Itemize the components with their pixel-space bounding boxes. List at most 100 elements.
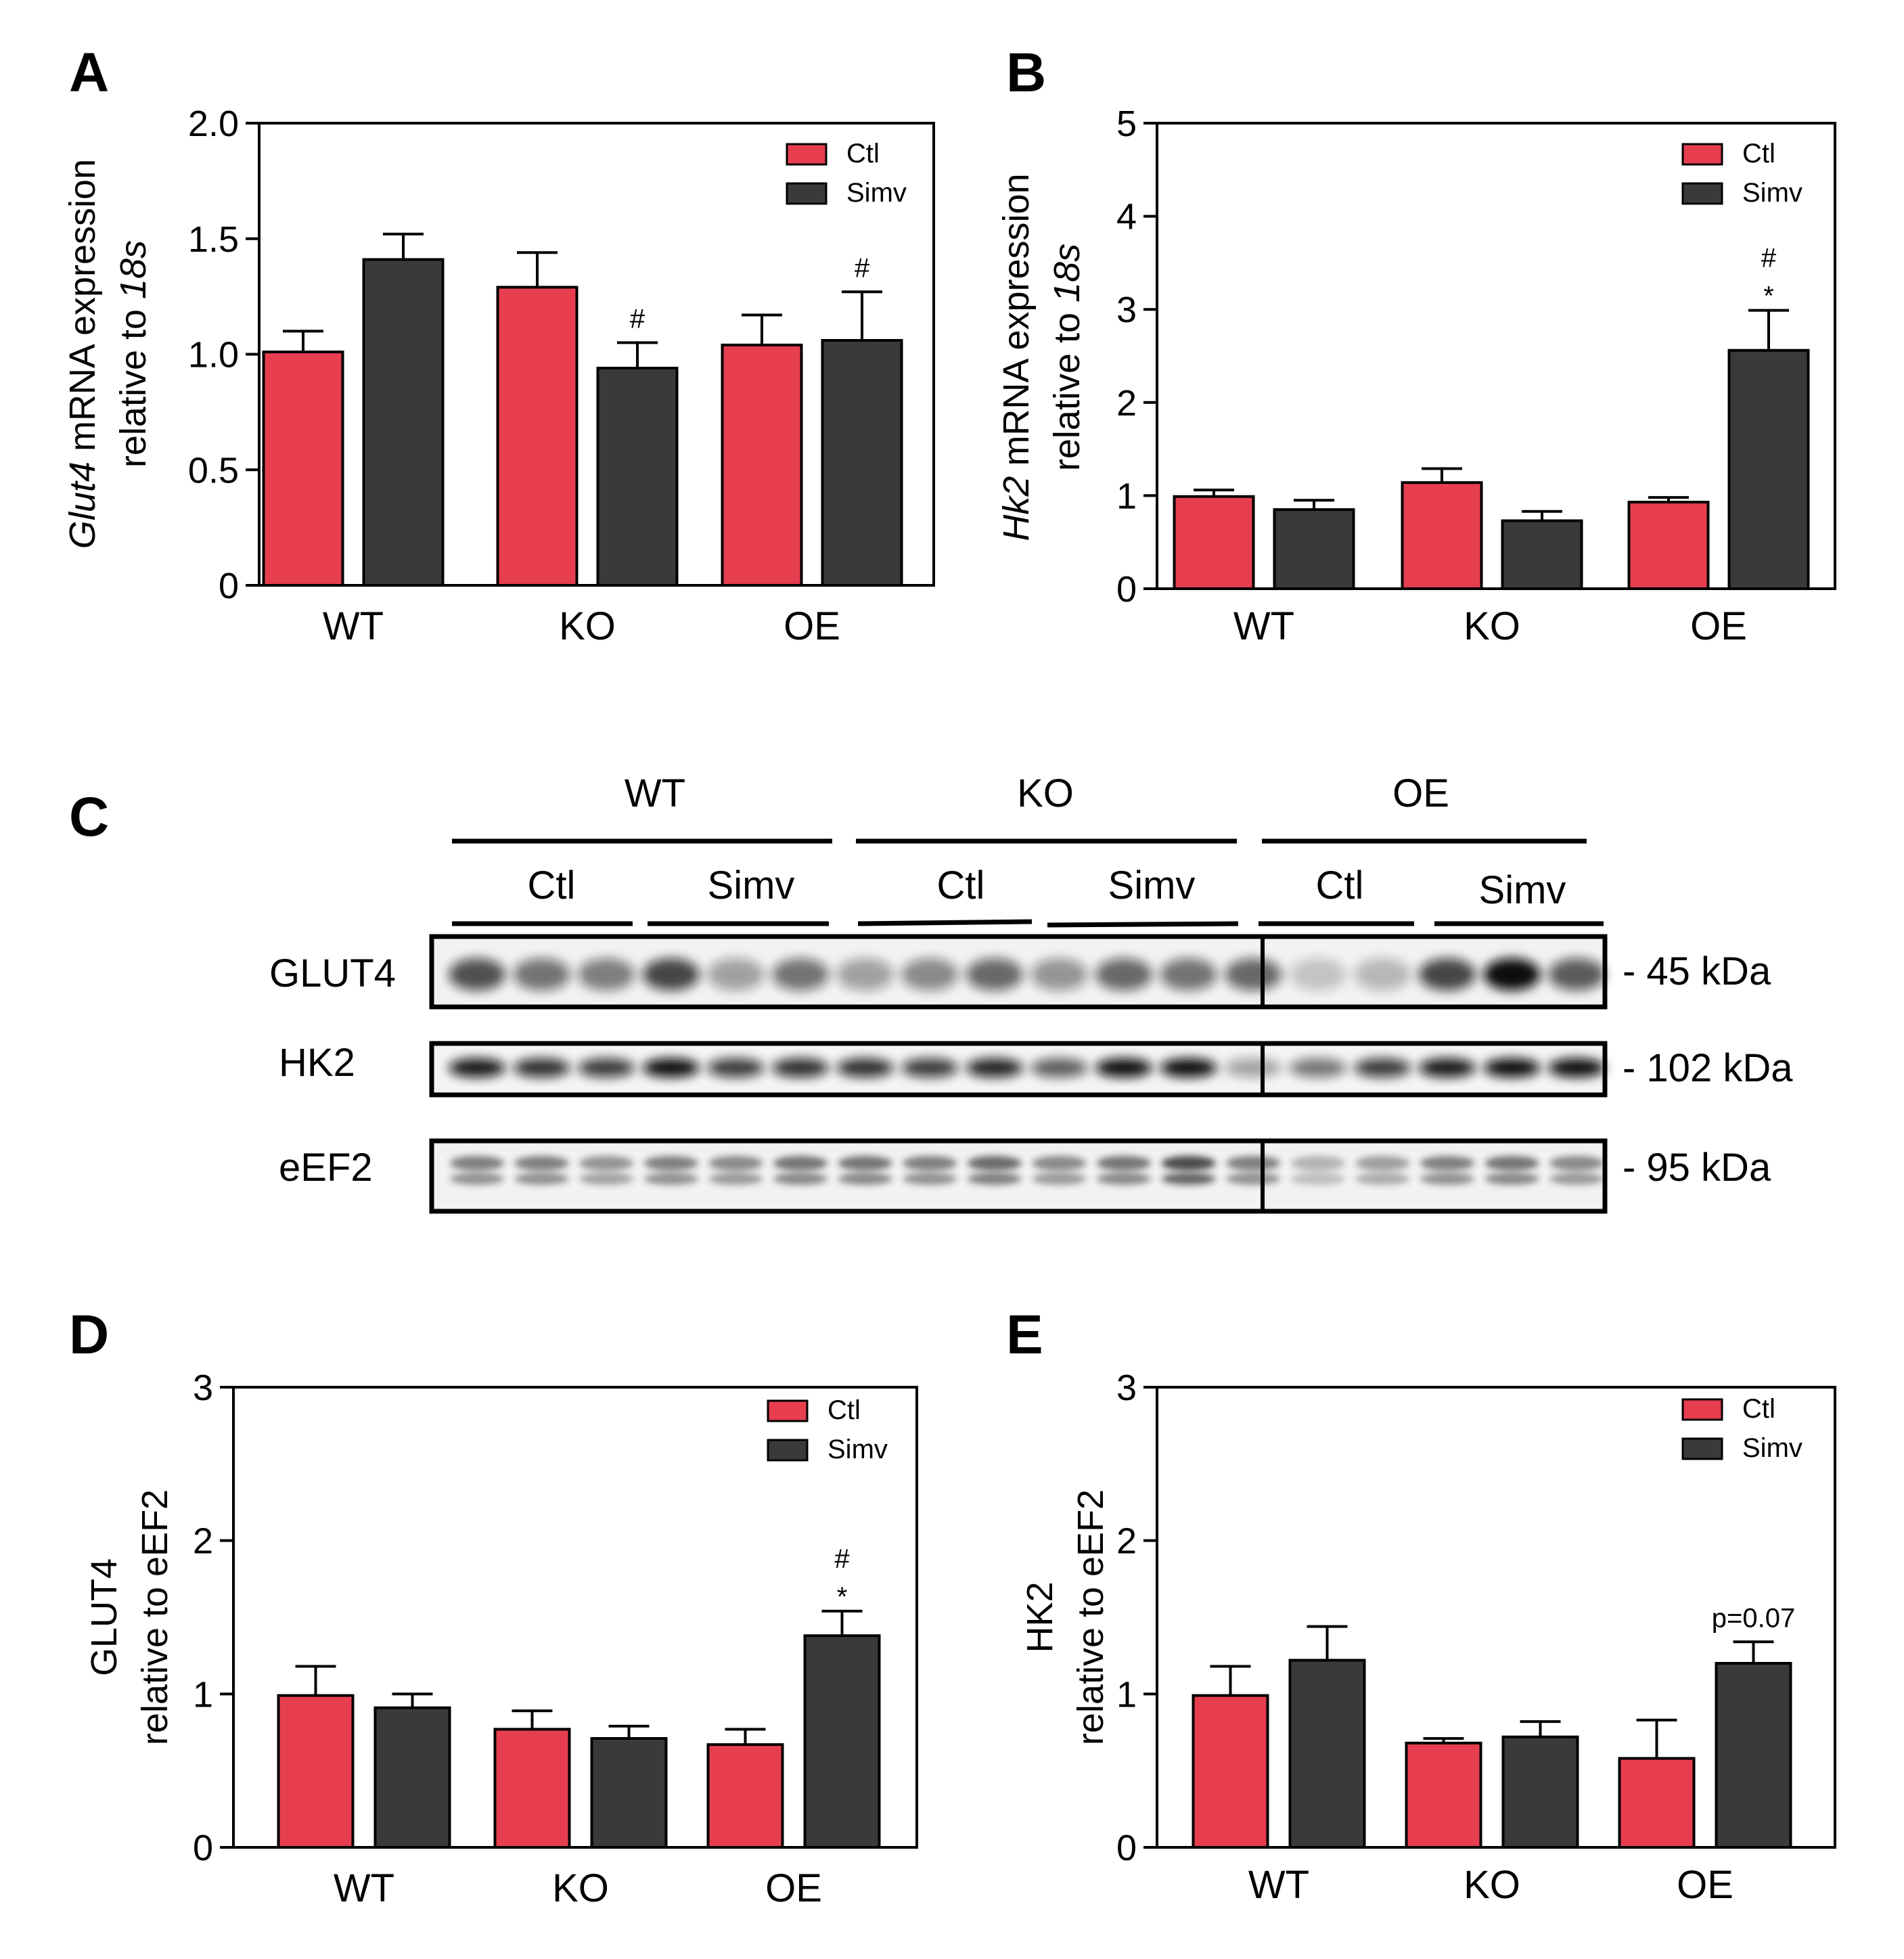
blot-band [1095,1058,1152,1077]
blot-frame [429,934,1608,1010]
legend-swatch-simv [786,182,828,205]
chart-panel-d: 0 1 2 3 GLUT4 relative to eEF2 WT KO OE # * Ctl Simv [84,1368,918,1910]
significance-annotation: p=0.07 [1712,1603,1795,1633]
significance-annotation: # [630,304,645,334]
blot-band [513,958,570,991]
blot-band [1095,958,1152,991]
bar-simv-wt [1288,1659,1366,1849]
bar-simv-ko [1501,519,1583,590]
y-tick-label: 3 [1116,290,1137,330]
blot-band [1097,1173,1151,1185]
x-category-label: KO [559,604,616,648]
blot-band [903,1173,957,1185]
y-tick-label: 5 [1116,104,1137,144]
blot-band [707,958,765,991]
legend-swatch-simv [1681,1437,1723,1460]
x-category-label: KO [1464,1863,1520,1907]
blot-band [772,958,829,991]
legend-label-simv: Simv [1742,1433,1803,1463]
legend-label-ctl: Ctl [1742,139,1775,168]
blot-treatment-line [857,919,1033,926]
y-axis-label-line1: Glut4 mRNA expression [62,159,103,549]
significance-annotation: * [1763,282,1774,311]
blot-strip-hk2 [429,1041,1608,1098]
blot-treatment-label: Simv [708,863,795,907]
y-axis-label-line2: relative to eEF2 [1070,1489,1111,1745]
x-category-label: OE [1690,604,1747,648]
bar-simv-ko [1501,1735,1579,1849]
blot-band [1548,958,1606,991]
blot-band [579,1173,634,1185]
x-category-label: OE [765,1866,822,1910]
plot-frame [1156,122,1836,590]
blot-band [967,1173,1022,1185]
blot-band [1030,958,1088,991]
y-tick-label: 2 [1116,383,1137,424]
blot-row-label-eef2: eEF2 [279,1146,373,1190]
blot-band [514,1173,569,1185]
y-tick-label: 0 [1116,1828,1137,1868]
blot-band [707,1058,765,1077]
bar-ctl-oe [706,1743,784,1849]
blot-band [1419,958,1476,991]
y-axis-label-line2: relative to 18s [1047,244,1087,471]
blot-band [1420,1173,1474,1185]
chart-panel-b: 0 1 2 3 4 5 Hk2 mRNA expression relative to 18s… [996,104,1836,648]
blot-band [1290,1156,1345,1171]
blot-mw-label-eef2: - 95 kDa [1623,1146,1771,1190]
bar-ctl-oe [1618,1757,1696,1849]
y-tick-label: 0 [193,1828,213,1868]
blot-band [1097,1156,1151,1171]
blot-band [449,1058,505,1077]
bar-simv-ko [596,366,679,587]
blot-band [450,1173,504,1185]
y-tick-label: 0.5 [188,450,239,491]
bar-ctl-wt [262,351,344,587]
blot-band [642,958,700,991]
blot-band [1355,1173,1410,1185]
legend-label-simv: Simv [846,178,907,208]
blot-band [578,958,635,991]
blot-treatment-line [1047,921,1239,928]
blot-band [578,1058,635,1077]
chart-panel-e: 0 1 2 3 HK2 relative to eEF2 WT KO OE p=0.07 Ctl Si… [1020,1368,1836,1907]
significance-annotation: # [855,253,870,283]
blot-band [1161,1156,1216,1171]
blot-band [1226,1173,1281,1185]
bar-simv-wt [373,1706,451,1849]
blot-band [1420,1156,1474,1171]
blot-band [772,1058,829,1077]
blot-band [1419,1058,1476,1077]
legend-label-ctl: Ctl [1742,1394,1775,1424]
bar-simv-ko [590,1737,668,1849]
bar-ctl-wt [1192,1694,1269,1849]
y-axis-label-line1: HK2 [1020,1581,1060,1652]
blot-band [643,1156,698,1171]
y-tick-label: 1 [1116,1674,1137,1715]
blot-band [1549,1156,1604,1171]
bar-ctl-ko [1405,1741,1482,1849]
legend-swatch-simv [1681,182,1723,205]
blot-strip-eef2 [429,1138,1608,1214]
blot-band [1548,1058,1606,1077]
blot-group-ko: KO [1017,771,1074,815]
legend-swatch-ctl [1681,143,1723,166]
y-tick-label: 1 [1116,476,1137,516]
bar-ctl-oe [1627,501,1710,590]
y-axis-label-line1: Hk2 mRNA expression [996,173,1037,541]
blot-band [901,1058,959,1077]
blot-band [579,1156,634,1171]
x-category-label: KO [552,1866,609,1910]
blot-band [1484,1156,1539,1171]
bar-ctl-wt [1173,495,1255,590]
bar-simv-wt [1273,508,1355,590]
blot-row-label-glut4: GLUT4 [269,951,396,995]
blot-band [901,958,959,991]
panel-label-a: A [69,42,109,104]
bar-simv-oe [1727,348,1810,591]
x-category-label: WT [334,1866,394,1910]
x-category-label: OE [784,604,840,648]
blot-treatment-label: Simv [1108,863,1196,907]
blot-band [1484,1173,1539,1185]
blot-band [514,1156,569,1171]
